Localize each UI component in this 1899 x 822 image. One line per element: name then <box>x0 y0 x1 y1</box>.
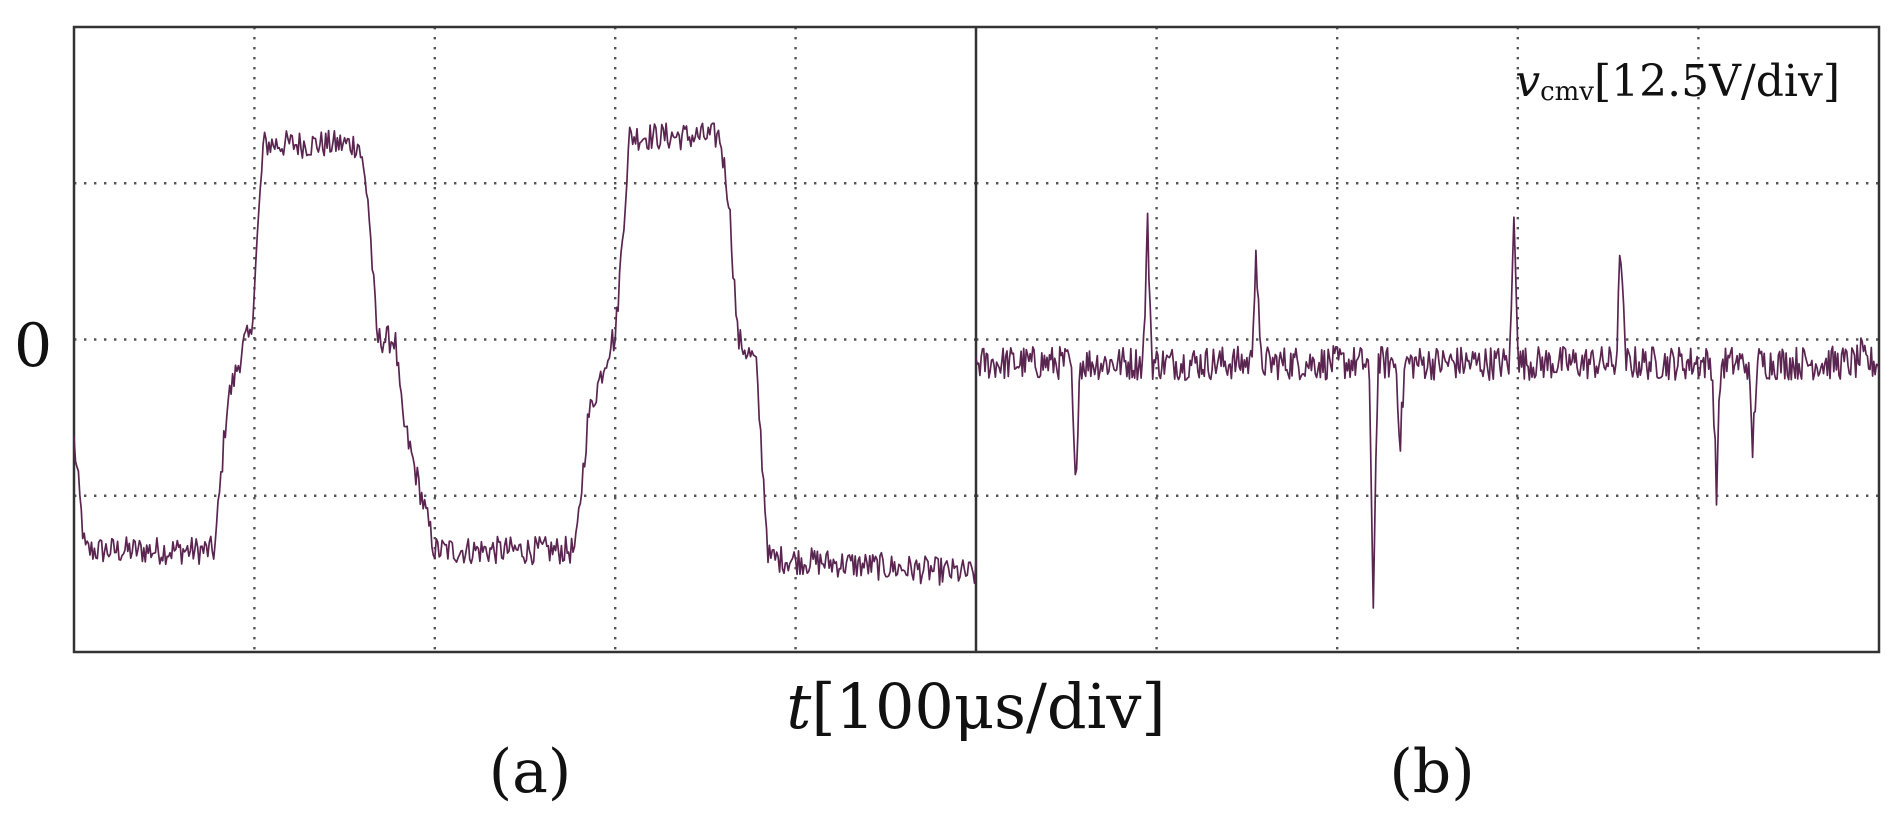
zero-level-label: 0 <box>14 311 52 381</box>
panel-b-grid <box>976 27 1879 652</box>
panel-a-grid <box>74 27 976 652</box>
series-symbol: v <box>1515 56 1540 107</box>
panel-b-trace <box>975 212 1880 609</box>
panel-a-label: (a) <box>489 737 572 807</box>
x-axis-label: t[100μs/div] <box>786 670 1165 743</box>
x-axis-scale: [100μs/div] <box>811 670 1165 743</box>
panel-a-trace <box>73 122 977 586</box>
x-axis-symbol: t <box>786 670 811 743</box>
panel-b-series-label: vcmv[12.5V/div] <box>1515 56 1840 107</box>
series-subscript: cmv <box>1540 77 1594 107</box>
panel-b-label: (b) <box>1389 737 1474 807</box>
series-scale: [12.5V/div] <box>1594 56 1840 107</box>
